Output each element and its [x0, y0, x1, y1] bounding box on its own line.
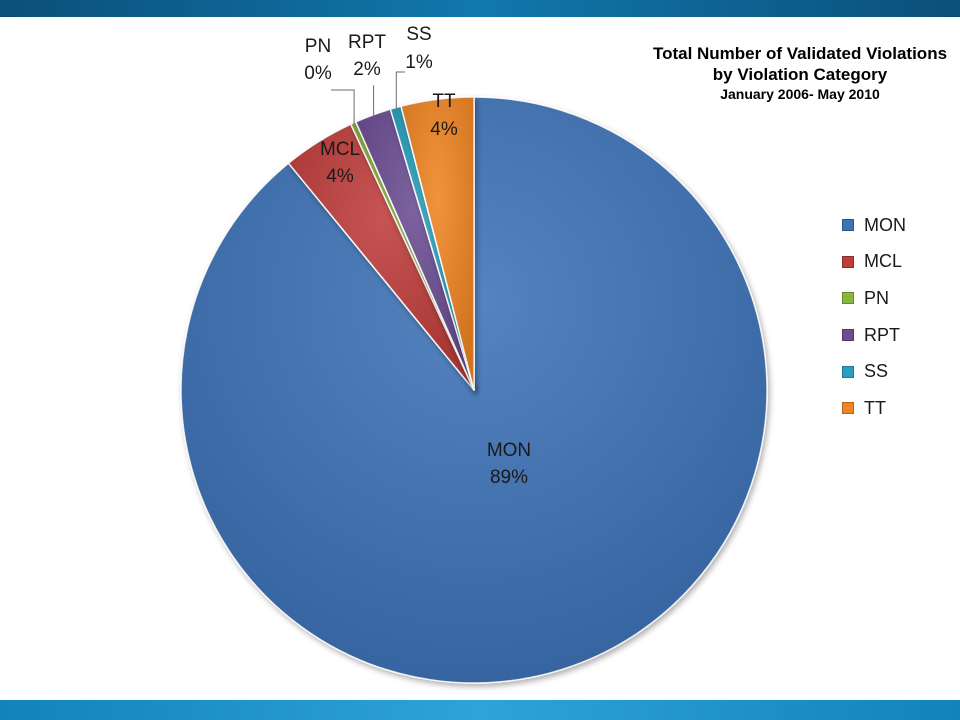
- legend-item-pn: PN: [842, 280, 906, 317]
- data-label-name: MON: [487, 440, 531, 461]
- data-label-mon: MON 89%: [487, 440, 531, 488]
- data-label-percent: 2%: [353, 59, 381, 80]
- data-label-name: MCL: [320, 139, 360, 160]
- leader-line-ss: [395, 71, 405, 110]
- chart-title-line: Total Number of Validated Violations: [652, 44, 948, 63]
- data-label-percent: 4%: [326, 166, 354, 187]
- legend-swatch: [842, 292, 854, 305]
- data-label-percent: 4%: [430, 119, 458, 140]
- data-label-name: PN: [305, 36, 331, 57]
- leader-line-rpt: [373, 85, 375, 117]
- legend-swatch: [842, 255, 854, 268]
- legend-label: MON: [864, 214, 906, 235]
- data-label-name: TT: [432, 91, 456, 112]
- top-banner: [0, 0, 960, 22]
- bottom-banner: [0, 700, 960, 720]
- chart-legend: MON MCL PN RPT SS TT: [842, 207, 906, 427]
- chart-subtitle: by Violation Category: [712, 64, 888, 84]
- legend-item-mcl: MCL: [842, 244, 906, 281]
- chart-date-range: January 2006- May 2010: [720, 86, 880, 103]
- chart-title: Total Number of Validated Violations by …: [630, 44, 960, 104]
- legend-label: RPT: [864, 324, 900, 345]
- data-label-name: RPT: [348, 32, 386, 53]
- legend-label: SS: [864, 361, 889, 382]
- legend-item-tt: TT: [842, 390, 906, 427]
- legend-swatch: [842, 365, 854, 378]
- data-label-percent: 1%: [405, 52, 433, 73]
- legend-label: MCL: [864, 251, 903, 272]
- data-label-rpt: RPT 2%: [348, 32, 386, 80]
- legend-item-ss: SS: [842, 353, 906, 390]
- data-label-percent: 0%: [304, 63, 332, 84]
- data-label-percent: 89%: [490, 467, 528, 488]
- data-label-name: SS: [406, 24, 431, 45]
- data-label-mcl: MCL 4%: [320, 139, 360, 187]
- legend-item-mon: MON: [842, 207, 906, 244]
- legend-item-rpt: RPT: [842, 317, 906, 354]
- legend-swatch: [842, 219, 854, 232]
- legend-swatch: [842, 402, 854, 415]
- legend-label: TT: [864, 397, 886, 418]
- legend-label: PN: [864, 287, 890, 308]
- data-label-tt: TT 4%: [430, 91, 458, 140]
- leader-line-pn: [331, 89, 355, 125]
- legend-swatch: [842, 329, 854, 342]
- data-label-ss: SS 1%: [405, 24, 433, 73]
- data-label-pn: PN 0%: [304, 36, 332, 84]
